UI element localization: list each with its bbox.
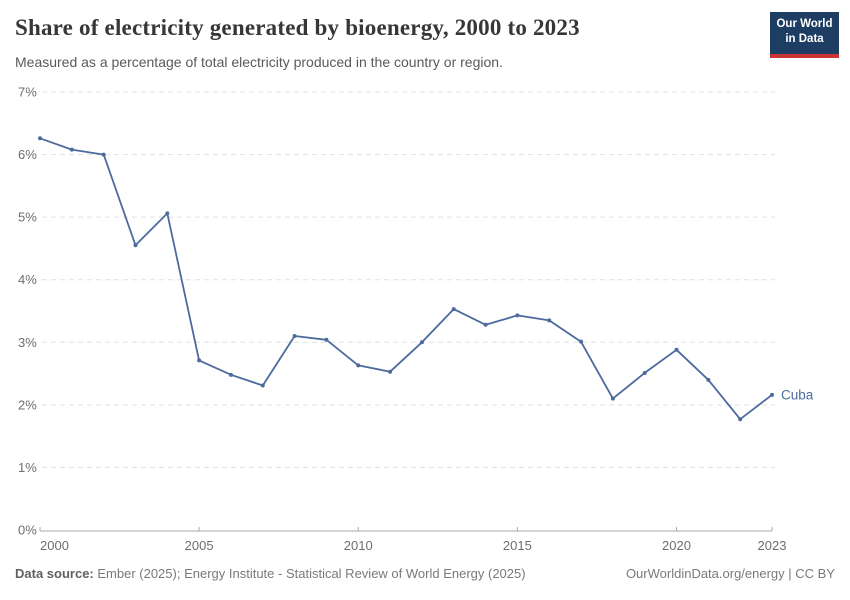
- data-point[interactable]: [451, 307, 456, 312]
- y-tick-label: 5%: [18, 210, 37, 225]
- x-tick-label: 2020: [662, 538, 691, 553]
- data-point[interactable]: [674, 347, 679, 352]
- y-tick-label: 2%: [18, 397, 37, 412]
- x-tick-label: 2000: [40, 538, 69, 553]
- data-point[interactable]: [292, 334, 297, 339]
- owid-logo-line2: in Data: [785, 32, 824, 45]
- y-tick-label: 7%: [18, 85, 37, 100]
- data-point[interactable]: [579, 339, 584, 344]
- data-point[interactable]: [260, 383, 265, 388]
- data-source-note: Data source: Ember (2025); Energy Instit…: [15, 566, 526, 581]
- x-tick-label: 2005: [185, 538, 214, 553]
- data-point[interactable]: [324, 337, 329, 342]
- data-point[interactable]: [642, 370, 647, 375]
- data-point[interactable]: [547, 318, 552, 323]
- owid-logo[interactable]: Our World in Data: [770, 12, 839, 58]
- license-link[interactable]: OurWorldinData.org/energy | CC BY: [625, 566, 835, 581]
- data-point[interactable]: [706, 377, 711, 382]
- data-point[interactable]: [770, 392, 774, 397]
- data-source-label: Data source:: [15, 566, 94, 581]
- owid-logo-line1: Our World: [776, 18, 833, 30]
- data-point[interactable]: [38, 136, 42, 141]
- x-tick-label: 2015: [503, 538, 532, 553]
- data-point[interactable]: [165, 211, 170, 216]
- chart-subtitle: Measured as a percentage of total electr…: [15, 54, 503, 70]
- entity-label[interactable]: Cuba: [781, 387, 814, 402]
- data-point[interactable]: [228, 372, 233, 377]
- y-tick-label: 3%: [18, 335, 37, 350]
- chart-footer: Data source: Ember (2025); Energy Instit…: [15, 566, 835, 581]
- chart-title: Share of electricity generated by bioene…: [15, 15, 580, 40]
- data-point[interactable]: [69, 147, 74, 152]
- data-point[interactable]: [515, 313, 520, 318]
- y-tick-label: 4%: [18, 272, 37, 287]
- data-source-text: Ember (2025); Energy Institute - Statist…: [93, 566, 526, 581]
- data-point[interactable]: [738, 417, 743, 422]
- data-point[interactable]: [101, 152, 106, 157]
- y-tick-label: 0%: [18, 523, 37, 538]
- data-point[interactable]: [133, 243, 138, 248]
- x-tick-label: 2023: [758, 538, 787, 553]
- y-tick-label: 6%: [18, 147, 37, 162]
- data-point[interactable]: [356, 363, 361, 368]
- data-point[interactable]: [197, 358, 202, 363]
- data-point[interactable]: [483, 322, 488, 327]
- y-tick-label: 1%: [18, 460, 37, 475]
- data-point[interactable]: [610, 396, 615, 401]
- x-tick-label: 2010: [344, 538, 373, 553]
- series-line[interactable]: [39, 137, 773, 421]
- data-point[interactable]: [388, 369, 393, 374]
- data-point[interactable]: [419, 340, 424, 345]
